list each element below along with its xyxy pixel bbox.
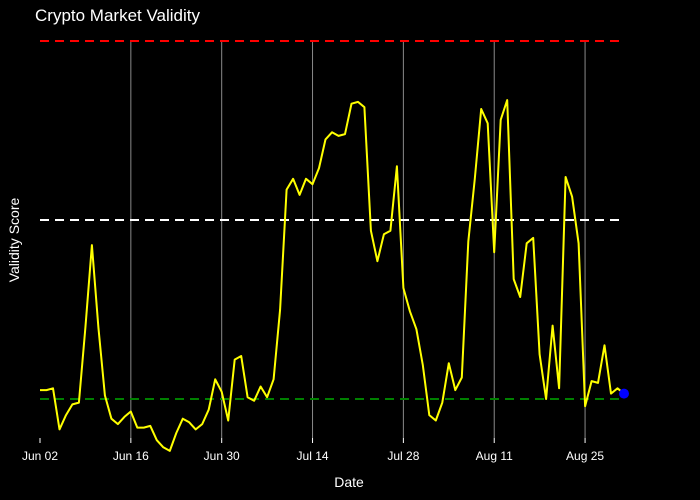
chart-title: Crypto Market Validity [35,6,201,25]
latest-point-marker [619,388,629,399]
series-layer [40,99,629,452]
x-gridlines [130,40,586,438]
x-axis-title: Date [334,474,364,490]
x-tick-label: Jun 30 [204,449,240,463]
x-tick-label: Jun 02 [22,449,58,463]
x-tick-label: Aug 25 [566,449,604,463]
validity-line [40,99,625,452]
reference-lines [40,40,624,400]
y-axis-title: Validity Score [6,198,22,283]
x-tick-label: Jun 16 [113,449,149,463]
x-axis-ticks: Jun 02 Jun 16 Jun 30 Jul 14 Jul 28 Aug 11 Aug … [22,438,604,463]
x-tick-label: Jul 28 [387,449,419,463]
x-tick-label: Jul 14 [297,449,329,463]
x-tick-label: Aug 11 [476,449,513,463]
